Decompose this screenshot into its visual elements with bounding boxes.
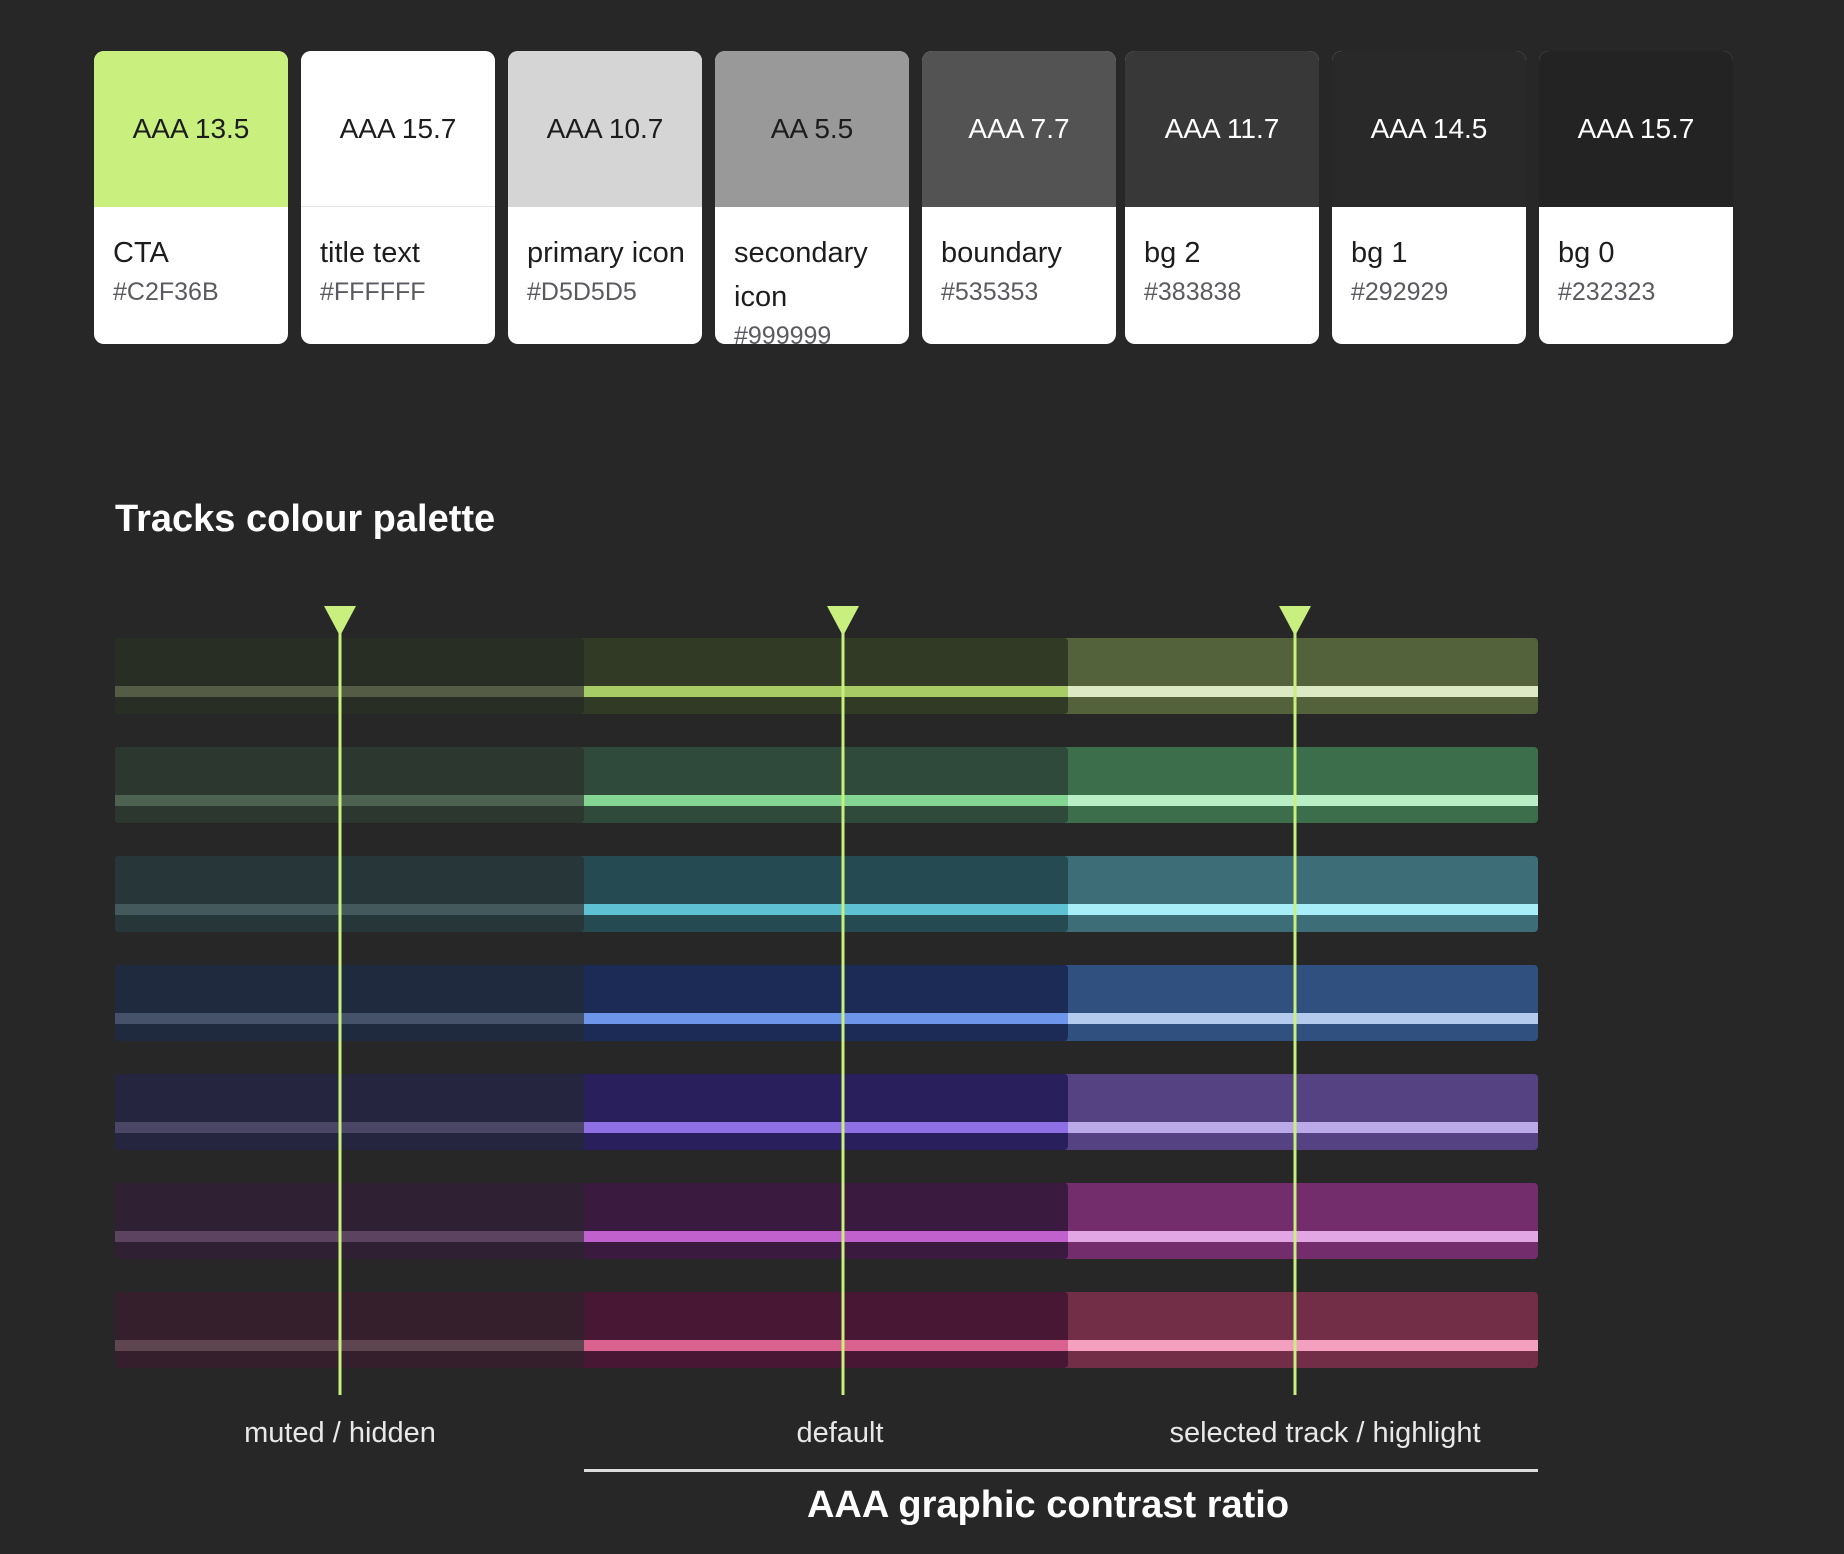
aaa-bracket-rule [584, 1469, 1538, 1472]
swatch-card: AAA 15.7 title text #FFFFFF [301, 51, 495, 344]
swatch-color-chip: AAA 10.7 [508, 51, 702, 207]
track-line-default [584, 686, 1068, 697]
swatch-info: boundary #535353 [922, 207, 1116, 309]
track-bg-muted [115, 1292, 584, 1368]
track-row [115, 1183, 1538, 1259]
swatch-card: AAA 15.7 bg 0 #232323 [1539, 51, 1733, 344]
track-line-muted [115, 795, 584, 806]
swatch-name: title text [320, 237, 420, 269]
swatch-hex: #C2F36B [113, 278, 219, 306]
swatch-name: bg 0 [1558, 237, 1615, 269]
contrast-rating: AAA 11.7 [1164, 113, 1280, 144]
swatch-hex: #232323 [1558, 278, 1656, 306]
state-marker-arrow [827, 606, 859, 636]
state-label-muted: muted / hidden [244, 1417, 436, 1449]
swatch-name: boundary [941, 237, 1062, 269]
swatch-name: bg 1 [1351, 237, 1408, 269]
track-line-muted [115, 1122, 584, 1133]
swatch-hex: #535353 [941, 278, 1039, 306]
track-row [115, 638, 1538, 714]
track-line-default [584, 1231, 1068, 1242]
track-row [115, 856, 1538, 932]
track-bg-muted [115, 638, 584, 714]
track-line-selected [1068, 795, 1538, 806]
swatch-hex: #383838 [1144, 278, 1242, 306]
swatch-card: AAA 10.7 primary icon #D5D5D5 [508, 51, 702, 344]
track-bg-muted [115, 1074, 584, 1150]
track-line-muted [115, 1231, 584, 1242]
track-line-muted [115, 904, 584, 915]
state-label-selected: selected track / highlight [1169, 1417, 1481, 1449]
swatch-info: primary icon #D5D5D5 [508, 207, 702, 309]
swatch-color-chip: AAA 13.5 [94, 51, 288, 207]
palette-title: Tracks colour palette [115, 498, 496, 540]
track-line-selected [1068, 1122, 1538, 1133]
track-line-selected [1068, 686, 1538, 697]
swatch-name: CTA [113, 237, 169, 269]
track-bg-muted [115, 1183, 584, 1259]
state-marker-arrow [1279, 606, 1311, 636]
track-row [115, 747, 1538, 823]
swatch-name: primary icon [527, 237, 685, 269]
track-bg-muted [115, 856, 584, 932]
track-line-default [584, 1122, 1068, 1133]
swatch-hex: #292929 [1351, 278, 1449, 306]
state-label-default: default [796, 1417, 884, 1449]
swatch-card: AA 5.5 secondary icon #999999 [715, 51, 909, 344]
track-line-default [584, 1340, 1068, 1351]
contrast-rating: AA 5.5 [770, 113, 854, 144]
state-marker-arrow [324, 606, 356, 636]
track-line-default [584, 1013, 1068, 1024]
track-bg-muted [115, 747, 584, 823]
track-line-muted [115, 1013, 584, 1024]
swatch-info: title text #FFFFFF [301, 207, 495, 309]
swatch-info: bg 2 #383838 [1125, 207, 1319, 309]
swatch-color-chip: AAA 11.7 [1125, 51, 1319, 207]
swatch-info: CTA #C2F36B [94, 207, 288, 309]
swatch-card: AAA 7.7 boundary #535353 [922, 51, 1116, 344]
aaa-contrast-caption: AAA graphic contrast ratio [806, 1484, 1290, 1526]
contrast-rating: AAA 15.7 [339, 112, 457, 144]
swatch-info: secondary icon #999999 [715, 207, 909, 344]
swatch-name: secondary icon [734, 237, 868, 313]
swatch-color-chip: AAA 7.7 [922, 51, 1116, 207]
contrast-rating: AAA 13.5 [132, 113, 250, 144]
track-line-selected [1068, 1231, 1538, 1242]
track-line-selected [1068, 1340, 1538, 1351]
track-line-default [584, 904, 1068, 915]
track-bg-muted [115, 965, 584, 1041]
swatch-hex: #999999 [734, 322, 832, 344]
contrast-rating: AAA 14.5 [1370, 113, 1488, 144]
swatch-info: bg 0 #232323 [1539, 207, 1733, 309]
track-line-selected [1068, 1013, 1538, 1024]
contrast-rating: AAA 10.7 [546, 113, 664, 144]
swatch-name: bg 2 [1144, 237, 1201, 269]
swatch-color-chip: AAA 15.7 [1539, 51, 1733, 207]
track-line-selected [1068, 904, 1538, 915]
track-line-muted [115, 686, 584, 697]
swatch-color-chip: AA 5.5 [715, 51, 909, 207]
swatch-color-chip: AAA 14.5 [1332, 51, 1526, 207]
track-row [115, 965, 1538, 1041]
swatch-info: bg 1 #292929 [1332, 207, 1526, 309]
track-row [115, 1074, 1538, 1150]
contrast-rating: AAA 15.7 [1577, 113, 1695, 144]
track-line-default [584, 795, 1068, 806]
swatch-card: AAA 11.7 bg 2 #383838 [1125, 51, 1319, 344]
contrast-rating: AAA 7.7 [968, 113, 1070, 144]
swatch-hex: #FFFFFF [320, 278, 426, 306]
track-line-muted [115, 1340, 584, 1351]
swatch-card: AAA 14.5 bg 1 #292929 [1332, 51, 1526, 344]
swatch-color-chip: AAA 15.7 [301, 51, 495, 207]
swatch-hex: #D5D5D5 [527, 278, 637, 306]
track-row [115, 1292, 1538, 1368]
swatch-card: AAA 13.5 CTA #C2F36B [94, 51, 288, 344]
